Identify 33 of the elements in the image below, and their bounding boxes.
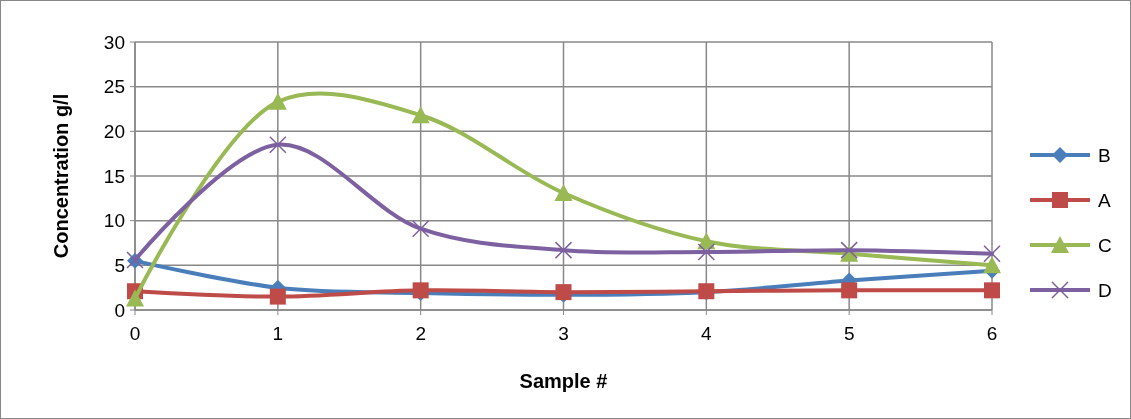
x-tick-label: 0	[129, 323, 141, 344]
y-tick-label: 20	[103, 120, 125, 142]
point	[983, 256, 1001, 274]
point	[554, 241, 573, 259]
point	[411, 219, 430, 238]
x-tick-label: 6	[986, 323, 998, 344]
point	[268, 92, 287, 110]
y-tick-label: 5	[114, 254, 125, 276]
x-tick-label: 2	[415, 323, 426, 344]
x-tick-label: 3	[558, 323, 569, 344]
point	[269, 135, 287, 154]
y-tick-label: 15	[103, 165, 125, 187]
x-axis-title: Sample #	[519, 370, 608, 392]
legend-label: D	[1098, 279, 1112, 301]
y-tick-label: 0	[114, 299, 125, 321]
y-tick-label: 30	[103, 31, 125, 53]
legend-label: C	[1098, 234, 1112, 256]
point	[269, 288, 286, 305]
point	[411, 106, 430, 124]
x-tick-label: 1	[272, 323, 284, 344]
y-tick-label: 25	[103, 76, 125, 98]
y-tick-label: 10	[103, 210, 125, 232]
point	[554, 183, 573, 201]
x-tick-label: 5	[843, 323, 855, 344]
point	[697, 243, 716, 261]
point	[126, 289, 144, 307]
x-tick-label: 4	[701, 323, 713, 344]
point	[984, 282, 1000, 299]
y-axis-title: Concentration g/l	[50, 93, 72, 259]
legend-label: A	[1098, 189, 1111, 211]
point	[983, 244, 1001, 263]
legend-label: B	[1098, 144, 1111, 166]
point	[841, 282, 858, 299]
